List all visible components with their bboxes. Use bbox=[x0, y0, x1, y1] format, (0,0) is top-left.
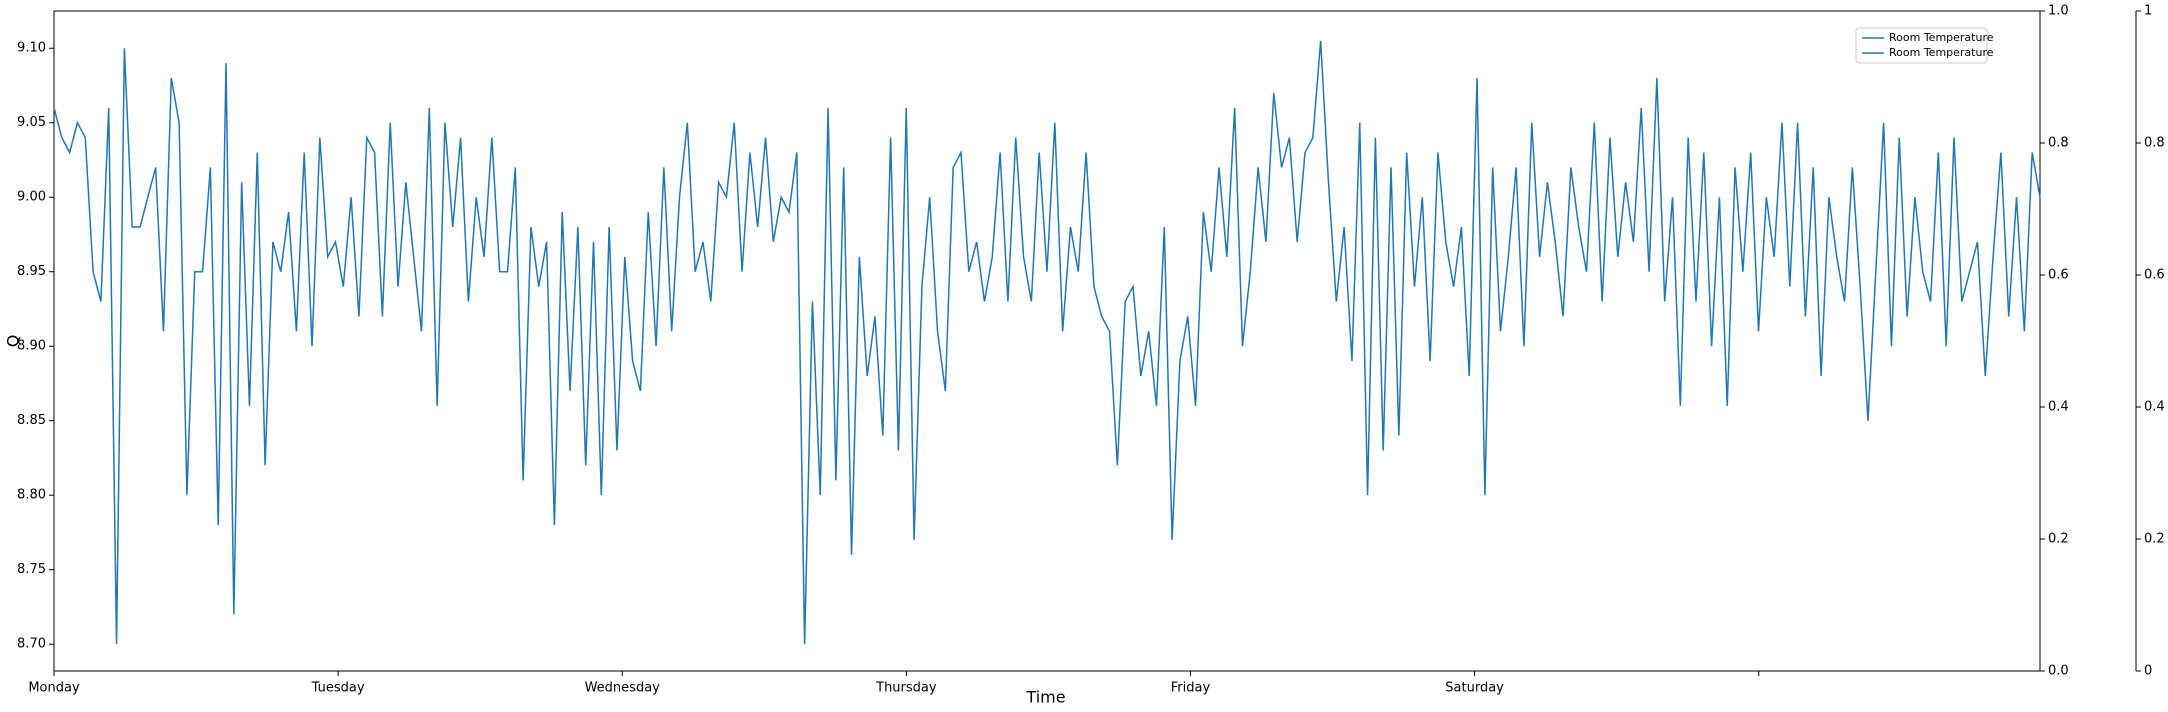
y3-tick-label: 1 bbox=[2144, 4, 2152, 19]
x-tick-label: Wednesday bbox=[585, 681, 661, 696]
y2-tick-label: 0.2 bbox=[2048, 532, 2069, 547]
y3-tick-label: 0 bbox=[2144, 664, 2152, 679]
x-tick-label: Friday bbox=[1171, 681, 1211, 696]
x-tick-label: Monday bbox=[28, 681, 80, 696]
y3-tick-label: 0.2 bbox=[2144, 532, 2165, 547]
y2-tick-label: 0.4 bbox=[2048, 400, 2069, 415]
y-tick-label: 8.90 bbox=[17, 339, 46, 354]
y-tick-label: 8.80 bbox=[17, 488, 46, 503]
x-tick-label: Tuesday bbox=[311, 681, 365, 696]
y-tick-label: 8.85 bbox=[17, 413, 46, 428]
y-tick-label: 8.70 bbox=[17, 637, 46, 652]
legend-box bbox=[1855, 27, 1988, 64]
y-tick-label: 8.75 bbox=[17, 562, 46, 577]
y3-tick-label: 0.8 bbox=[2144, 136, 2165, 151]
y-tick-label: 8.95 bbox=[17, 264, 46, 279]
legend-label: Room Temperature bbox=[1889, 46, 1994, 59]
y2-tick-label: 1.0 bbox=[2048, 4, 2069, 19]
y3-tick-label: 0.4 bbox=[2144, 400, 2165, 415]
y-tick-label: 9.00 bbox=[17, 190, 46, 205]
data-line bbox=[53, 40, 2041, 645]
x-tick-label: Saturday bbox=[1445, 681, 1504, 696]
y2-tick-label: 0.8 bbox=[2048, 136, 2069, 151]
y-tick-label: 9.05 bbox=[17, 115, 46, 130]
x-axis-label: Time bbox=[1025, 688, 1065, 707]
y3-tick-label: 0.6 bbox=[2144, 268, 2165, 283]
x-tick-label: Thursday bbox=[875, 681, 937, 696]
y-tick-label: 9.10 bbox=[17, 41, 46, 56]
y-axis-label: Q bbox=[4, 335, 23, 348]
legend-label: Room Temperature bbox=[1889, 31, 1994, 44]
y2-tick-label: 0.6 bbox=[2048, 268, 2069, 283]
y2-tick-label: 0.0 bbox=[2048, 664, 2069, 679]
plot-frame bbox=[53, 10, 2041, 672]
